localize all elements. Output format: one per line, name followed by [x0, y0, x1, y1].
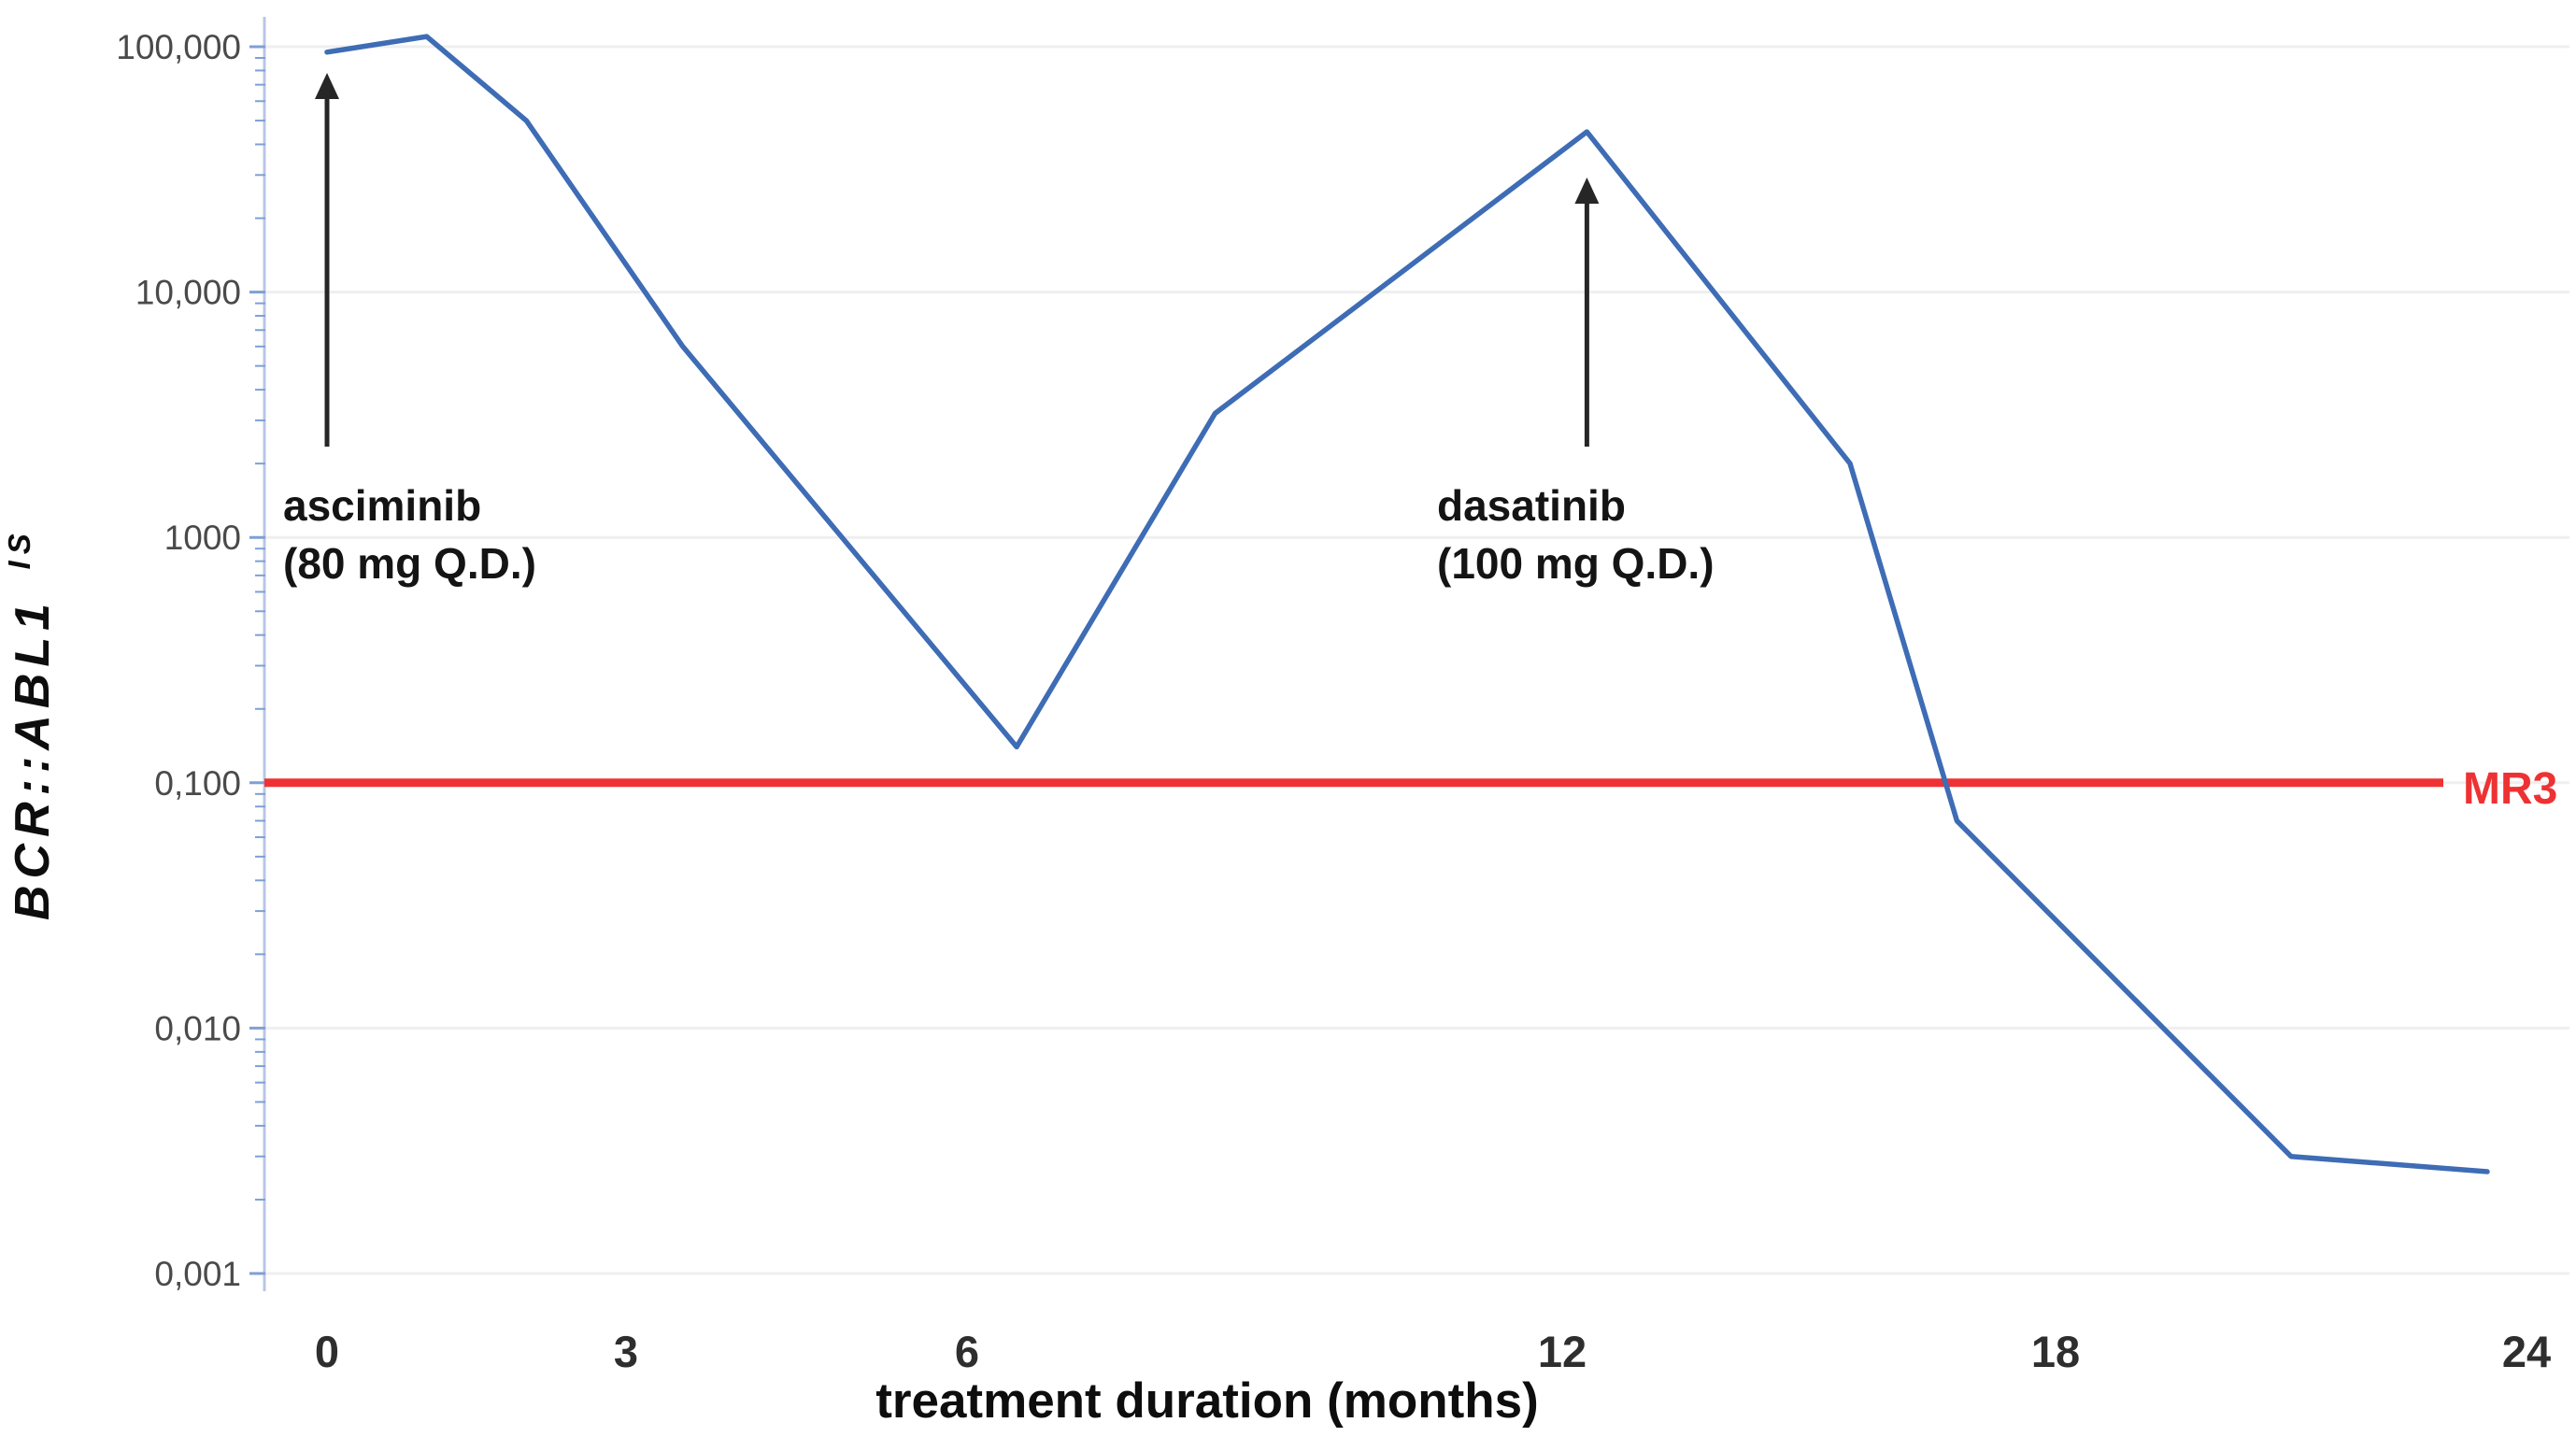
asciminib-annotation-line1: asciminib	[283, 481, 481, 530]
dasatinib-annotation-line2: (100 mg Q.D.)	[1437, 539, 1715, 588]
dasatinib-annotation-line1: dasatinib	[1437, 481, 1626, 530]
bcr-abl1-series-line	[324, 34, 2490, 1174]
svg-text:0,001: 0,001	[154, 1255, 241, 1293]
x-axis-title: treatment duration (months)	[875, 1373, 1539, 1429]
svg-text:0: 0	[315, 1327, 339, 1376]
asciminib-annotation-line2: (80 mg Q.D.)	[283, 539, 536, 588]
svg-text:0,010: 0,010	[154, 1009, 241, 1047]
y-axis-title-superscript: IS	[2, 527, 36, 569]
y-tick-labels: 100,000 10,000 1000 0,100 0,010 0,001	[116, 28, 241, 1293]
dasatinib-annotation: dasatinib (100 mg Q.D.)	[1437, 481, 1715, 588]
svg-text:24: 24	[2502, 1327, 2551, 1376]
svg-text:3: 3	[614, 1327, 638, 1376]
mr3-label: MR3	[2463, 764, 2557, 814]
svg-text:10,000: 10,000	[135, 274, 241, 312]
svg-text:12: 12	[1538, 1327, 1587, 1376]
svg-text:0,100: 0,100	[154, 764, 241, 803]
asciminib-annotation: asciminib (80 mg Q.D.)	[283, 481, 536, 588]
svg-text:1000: 1000	[164, 519, 241, 557]
y-axis-title-main: BCR::ABL1	[6, 597, 60, 920]
annotation-arrows	[315, 73, 1600, 447]
y-axis	[249, 17, 266, 1291]
y-axis-title: BCR::ABL1 IS	[2, 527, 60, 920]
x-tick-labels: 0 3 6 12 18 24	[315, 1327, 2551, 1376]
svg-text:18: 18	[2031, 1327, 2080, 1376]
svg-text:100,000: 100,000	[116, 28, 241, 66]
svg-text:6: 6	[955, 1327, 979, 1376]
